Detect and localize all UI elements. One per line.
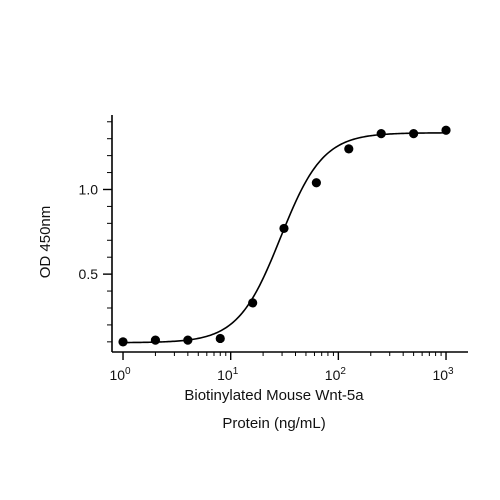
x-tick-label: 103 xyxy=(432,366,454,383)
data-point xyxy=(409,129,419,139)
x-tick-label: 101 xyxy=(217,366,239,383)
data-point xyxy=(215,333,225,344)
axes: 100 101 102 103 0.5 1.0 xyxy=(79,115,468,383)
y-axis-label: OD 450nm xyxy=(37,206,54,279)
y-ticks: 0.5 1.0 xyxy=(79,121,112,343)
x-tick-label: 100 xyxy=(109,366,131,383)
fit-curve xyxy=(123,132,447,344)
x-axis-label-line-1: Biotinylated Mouse Wnt-5a xyxy=(184,387,364,404)
data-point xyxy=(183,335,193,345)
data-point xyxy=(118,337,128,347)
x-ticks: 100 101 102 103 xyxy=(109,352,454,383)
data-point xyxy=(376,129,386,139)
data-point xyxy=(344,144,354,154)
x-axis-label-line-2: Protein (ng/mL) xyxy=(222,415,325,432)
data-point xyxy=(311,178,321,188)
data-point xyxy=(248,298,258,308)
data-point xyxy=(441,125,451,135)
data-point xyxy=(150,335,161,345)
data-point xyxy=(279,223,289,234)
x-tick-label: 102 xyxy=(325,366,347,383)
data-points xyxy=(118,125,451,347)
y-tick-label: 1.0 xyxy=(79,181,99,197)
y-tick-label: 0.5 xyxy=(79,266,99,282)
